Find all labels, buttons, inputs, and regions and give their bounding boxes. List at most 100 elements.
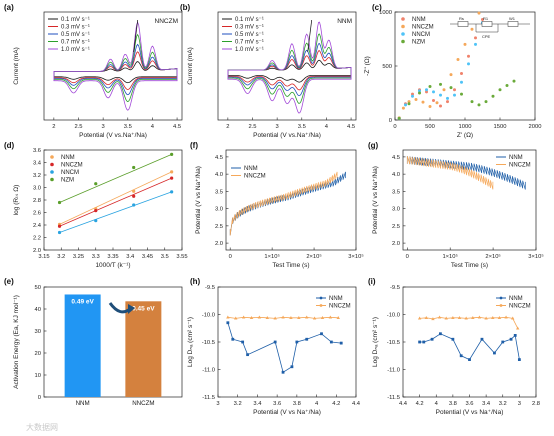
panel-b: 2 2.5 3 3.5 4 4.5 Potential (V vs.Na⁺/Na) Curre… [187,11,357,139]
y-tick-label: -10.5 [202,340,215,346]
eis-point-nnm [446,100,449,104]
legend-marker [401,24,405,29]
cv-curve-5 [227,21,352,114]
legend-marker [401,32,405,36]
x-tick-label: 1500 [494,124,507,130]
y-axis-label: Log Dₙₐ (cm² s⁻¹) [372,317,379,367]
point-nnm [305,337,309,341]
bar-annotation: 0.45 eV [132,305,155,312]
y-tick-label: 2.2 [33,236,41,242]
x-tick-label: 3×10⁵ [348,253,364,260]
point-nnczm [491,316,495,319]
legend-entry: 0.1 mV s⁻¹ [235,17,264,23]
point-nnczm [444,316,448,320]
x-tick-label: 0 [406,254,409,260]
legend-entry: NNCZM [509,163,531,169]
legend-entry: NNCZM [61,163,83,169]
y-tick-label: 40 [35,307,41,313]
x-axis-label: Potential (V vs.Na⁺/Na) [253,132,321,139]
legend-marker [401,39,405,44]
eis-point-nnm [425,90,428,94]
eis-point-nncm [460,80,463,84]
point-nnczm [94,209,98,213]
y-tick-label: 0 [38,395,41,401]
eis-point-nncm [418,89,421,93]
y-axis-label: Current (mA) [13,47,20,85]
legend-entry: NNM [244,166,258,172]
y-axis-label: Potential (V vs Na⁺/Na) [372,166,379,234]
point-nnczm [431,317,435,321]
x-tick-label: 3.5 [298,124,306,130]
point-nnczm [312,316,317,320]
point-nnm [468,358,471,361]
point-nnm [480,337,484,341]
x-tick-label: 3.2 [499,401,507,407]
eis-point-nzm [505,83,509,87]
point-nnm [320,332,323,336]
x-tick-label: 2 [226,124,229,130]
y-tick-label: 4.5 [392,155,400,161]
legend-entry: NNM [329,296,343,302]
point-nnm [459,354,463,358]
eis-point-nnm [453,88,456,92]
x-tick-label: 2 [52,124,55,130]
point-nnczm [281,315,285,319]
eis-point-nnm [411,92,414,96]
y-tick-label: 2.0 [33,248,41,254]
legend-entry: NNCM [412,32,430,38]
x-tick-label: 4 [315,401,319,407]
y-axis-label: Activation Energy (Ea, KJ mol⁻¹) [13,295,20,389]
panel-d: 3.15 3.2 3.25 3.3 3.35 3.4 3.45 3.5 3.55 2.0 2.2 2.… [13,148,188,269]
bar-annotation: 0.49 eV [71,298,94,305]
point-nnczm [328,315,333,319]
eis-point-nnm [467,54,470,58]
eis-point-nzm [397,116,401,120]
y-tick-label: 3.2 [33,173,41,179]
circuit-label: CPE [482,34,491,39]
x-tick-label: 3.4 [126,254,135,260]
panel-label-b: (b) [180,3,191,12]
eis-point-nncm [411,94,414,98]
y-tick-label: 4.0 [392,172,400,178]
eis-point-nnczm [456,58,460,62]
x-tick-label: NNM [76,400,90,407]
y-tick-label: -11.5 [202,395,215,401]
y-tick-label: 3.4 [33,161,42,167]
legend-entry: 0.1 mV s⁻¹ [61,17,90,23]
y-tick-label: 30 [35,329,41,335]
legend-entry: 1.0 mV s⁻¹ [61,47,90,53]
y-axis-label: Log Dₙₐ (cm² s⁻¹) [187,317,194,367]
point-nnm [501,340,505,344]
point-nnczm [477,315,482,319]
point-nnm [493,351,496,355]
point-nnm [290,365,294,369]
gitt-curve-nnczm [229,171,338,236]
point-nnm [439,332,442,336]
x-tick-label: 0 [393,124,396,130]
panel-i: 4.4 4.2 4 3.8 3.6 3.4 3.2 3 2.8 -11.5 -11.0 -10.5 -1… [372,285,540,416]
legend-entry: NNM [412,17,426,23]
watermark: 大数据网 [26,422,58,432]
point-nnm [241,340,245,344]
point-nnczm [289,316,293,319]
x-tick-label: 3.2 [234,401,242,407]
point-nnczm [305,315,309,319]
eis-point-nncm [467,62,470,66]
point-nnczm [320,316,325,319]
x-tick-label: 3.25 [73,254,84,260]
x-tick-label: 4.2 [332,401,340,407]
point-nnczm [226,315,230,319]
eis-point-nnczm [421,100,425,104]
y-tick-label: 500 [382,64,392,70]
legend-entry: NNCM [61,170,79,176]
eis-point-nnczm [449,73,453,77]
point-nnczm [516,326,520,330]
point-nnczm [257,315,262,319]
point-nnczm [273,316,277,320]
panel-f: 0 1×10⁵ 2×10⁵ 3×10⁵ 2.0 2.5 3.0 3.5 4.0 4.5 Test T… [195,149,364,269]
x-tick-label: 3.5 [161,254,169,260]
x-tick-label: 1×10⁵ [442,253,458,260]
y-tick-label: -9.5 [390,285,400,291]
diffusion-line-nnm [419,333,520,361]
legend-entry: NNCZM [412,25,434,31]
